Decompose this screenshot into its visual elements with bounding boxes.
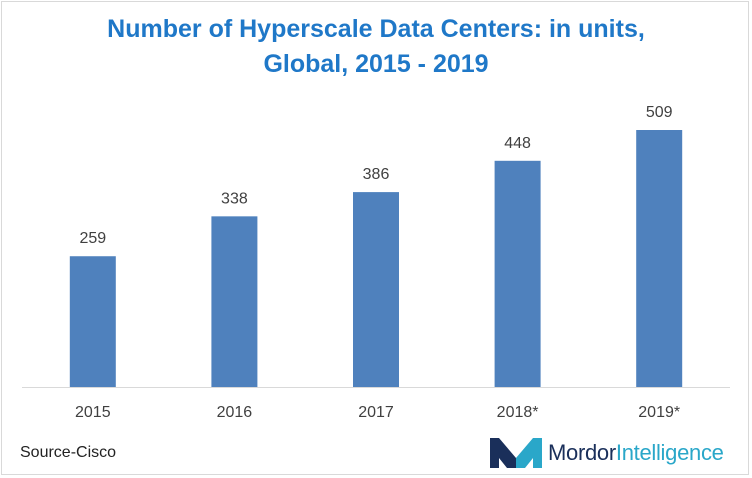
chart-title-line1: Number of Hyperscale Data Centers: in un… [107,15,645,43]
bar-2015 [69,256,116,387]
source-note: Source-Cisco [20,444,117,461]
logo-wordmark: MordorIntelligence [548,440,724,466]
bar-2019* [636,130,683,387]
data-label-2019*: 509 [646,104,673,121]
bar-2018* [494,160,541,387]
x-tick-label-2019*: 2019* [638,404,680,421]
data-label-2016: 338 [221,190,248,207]
x-tick-label-2017: 2017 [358,404,394,421]
data-label-2017: 386 [363,166,390,183]
mordor-intelligence-logo: MordorIntelligence [490,436,724,470]
data-label-2015: 259 [79,230,106,247]
data-label-2018*: 448 [504,135,531,152]
x-tick-label-2018*: 2018* [497,404,539,421]
logo-text-bold: Mordor [548,440,616,465]
chart-title: Number of Hyperscale Data Centers: in un… [0,12,752,82]
logo-text-light: Intelligence [615,440,724,465]
x-tick-label-2015: 2015 [75,404,111,421]
bar-2016 [211,216,258,387]
bar-2017 [353,192,399,387]
mordor-intelligence-logo-icon [490,438,542,468]
x-tick-label-2016: 2016 [217,404,253,421]
chart-title-line2: Global, 2015 - 2019 [263,50,489,78]
